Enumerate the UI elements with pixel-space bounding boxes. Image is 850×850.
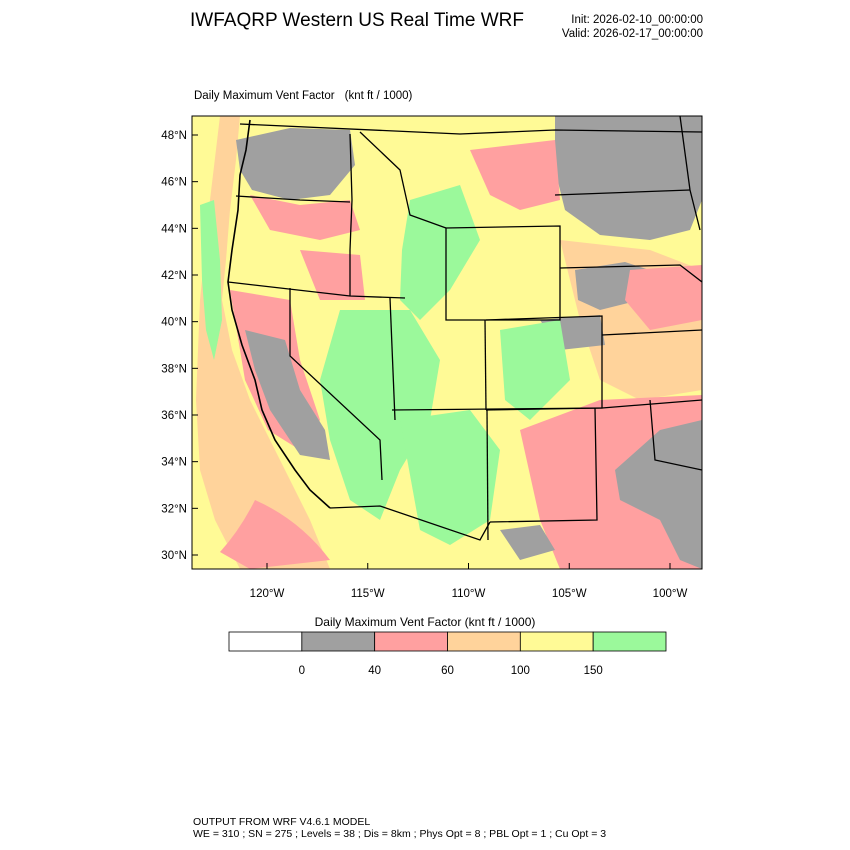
model-info-line1: OUTPUT FROM WRF V4.6.1 MODEL (193, 816, 371, 828)
lat-tick-label: 48°N (161, 130, 187, 142)
socal-pink (220, 500, 330, 569)
state-borders (227, 116, 702, 541)
border-nebraska (559, 264, 702, 283)
init-time: Init: 2026-02-10_00:00:00 (571, 14, 703, 26)
border-nd-mn (679, 116, 701, 231)
border-dakotas (554, 189, 691, 196)
lat-tick-label: 36°N (161, 410, 187, 422)
nevada-pink (300, 250, 365, 300)
vent-factor-field (192, 116, 702, 569)
border-ok-north (601, 399, 702, 409)
colorado-green (500, 320, 570, 420)
ocean-region (192, 116, 330, 569)
border-utah-east (484, 319, 487, 411)
lon-tick-label: 120°W (250, 588, 285, 600)
border-nm-tx (489, 407, 598, 523)
interior-green-south (400, 410, 500, 545)
colorbar-label: 100 (511, 665, 530, 677)
model-info-line2: WE = 310 ; SN = 275 ; Levels = 38 ; Dis … (193, 828, 607, 840)
colorbar-label: 0 (299, 665, 305, 677)
colorbar-label: 150 (584, 665, 603, 677)
lon-tick-label: 100°W (653, 588, 688, 600)
border-four-corners-south (391, 407, 603, 411)
latitude-ticks: 30°N 32°N 34°N 36°N 38°N 40°N 42°N 44°N 46°N 48°N (161, 130, 198, 562)
lon-tick-label: 110°W (452, 588, 486, 600)
ne-pink (470, 140, 560, 210)
border-idaho-west (349, 133, 353, 296)
plot-title: Daily Maximum Vent Factor (knt ft / 1000) (194, 90, 412, 102)
lat-tick-label: 32°N (161, 503, 187, 515)
border-oregon-north (235, 195, 351, 203)
colorbar-swatch (519, 631, 594, 652)
offshore-green-band (200, 200, 222, 360)
border-ok-tx (649, 399, 702, 471)
coastline (227, 119, 331, 509)
lat-tick-label: 42°N (161, 270, 187, 282)
border-montana (359, 131, 447, 229)
page-title: IWFAQRP Western US Real Time WRF (190, 10, 524, 31)
colorbar-swatch (228, 631, 303, 652)
lat-tick-label: 40°N (161, 317, 187, 329)
nw-pink (250, 195, 360, 240)
sw-gray-patch (500, 525, 555, 560)
longitude-ticks: 120°W 115°W 110°W 105°W 100°W (250, 563, 688, 600)
plains-pink (625, 265, 702, 330)
ne-gray (555, 116, 702, 240)
lat-tick-label: 44°N (161, 223, 187, 235)
colorbar-swatch (592, 631, 667, 652)
border-49th-parallel (239, 123, 702, 135)
lat-tick-label: 46°N (161, 177, 187, 189)
border-mexico (329, 505, 491, 541)
california-gray (245, 330, 330, 460)
border-nevada-east (389, 297, 396, 421)
interior-green-central (320, 310, 440, 520)
nw-gray (236, 128, 355, 200)
colorbar-label: 40 (368, 665, 381, 677)
colorbar-swatch (447, 631, 521, 652)
lat-tick-label: 30°N (161, 550, 187, 562)
map-frame (191, 115, 703, 570)
field-units: (knt ft / 1000) (344, 90, 413, 102)
lon-tick-label: 105°W (552, 588, 587, 600)
valid-time: Valid: 2026-02-17_00:00:00 (561, 28, 703, 40)
lat-tick-label: 34°N (161, 457, 187, 469)
texas-gray (615, 420, 702, 569)
field-name: Daily Maximum Vent Factor (194, 90, 335, 102)
lon-tick-label: 115°W (351, 588, 385, 600)
colorbar-swatch (374, 631, 448, 652)
border-az-nm (486, 409, 489, 541)
colorbar: 0 40 60 100 150 (228, 631, 667, 677)
colorbar-title: Daily Maximum Vent Factor (knt ft / 1000… (314, 615, 536, 629)
border-wyoming (445, 225, 561, 321)
colorbar-swatch (301, 631, 376, 652)
border-nevada-ca (289, 288, 383, 481)
colorbar-label: 60 (441, 665, 454, 677)
border-kansas-north (601, 329, 702, 336)
lat-tick-label: 38°N (161, 363, 187, 375)
